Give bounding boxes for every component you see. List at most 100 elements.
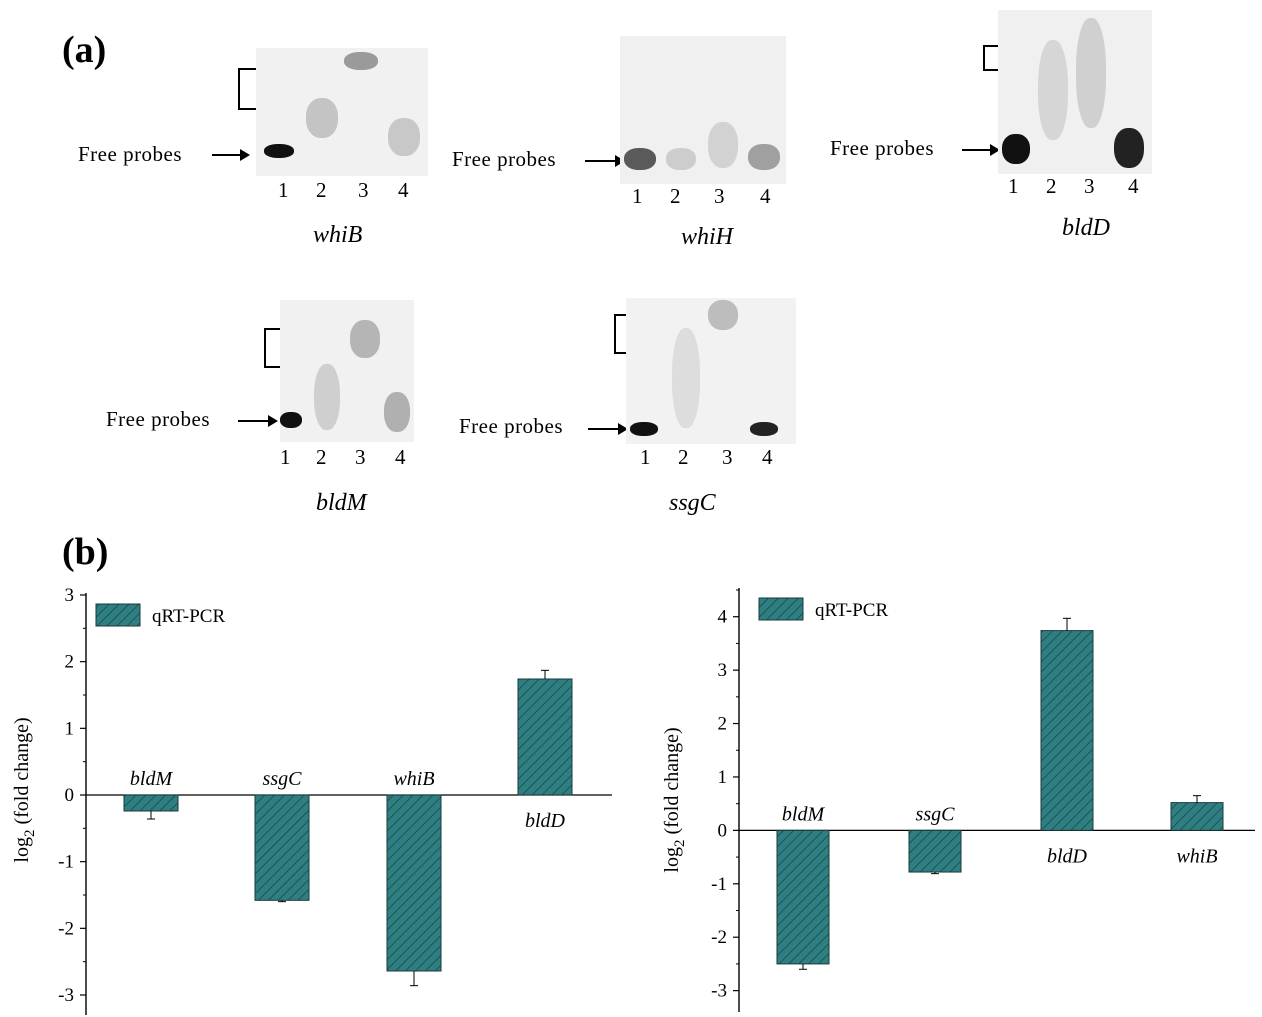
shift-bracket	[614, 314, 632, 354]
panel-b-label: (b)	[62, 531, 109, 573]
category-label: bldM	[130, 768, 174, 790]
bar	[254, 794, 310, 901]
legend-swatch	[758, 597, 804, 621]
gene-label: whiH	[681, 224, 734, 250]
gel-image	[620, 36, 786, 184]
free-probes-label: Free probes	[830, 136, 935, 160]
panel-a-label: (a)	[62, 29, 107, 71]
gene-label: bldM	[316, 490, 367, 516]
bar	[776, 829, 830, 965]
lane-number: 2	[1046, 174, 1057, 198]
lane-number: 4	[1128, 174, 1139, 198]
shift-bracket	[983, 45, 1003, 71]
lane-number: 3	[722, 445, 733, 469]
lane-number: 3	[355, 445, 366, 469]
bar	[386, 794, 442, 972]
free-probes-label: Free probes	[459, 414, 564, 438]
bar	[1170, 802, 1224, 831]
free-probe-band	[750, 422, 778, 436]
shifted-band	[384, 392, 410, 432]
y-tick-label: -1	[711, 874, 727, 895]
shifted-band	[708, 300, 738, 330]
category-label: ssgC	[916, 803, 956, 825]
free-probes-arrow	[962, 144, 1000, 156]
y-tick-label: 0	[65, 785, 75, 806]
free-probes-label: Free probes	[78, 142, 183, 166]
y-tick-label: 1	[65, 718, 75, 739]
lane-number: 3	[714, 184, 725, 208]
lane-number: 2	[316, 178, 327, 202]
legend-swatch	[95, 603, 141, 627]
y-tick-label: -3	[711, 981, 727, 1002]
lane-number: 2	[670, 184, 681, 208]
y-tick-label: -3	[58, 985, 74, 1006]
lane-number: 1	[1008, 174, 1019, 198]
y-tick-label: 1	[718, 767, 728, 788]
shifted-band	[666, 148, 696, 170]
free-probe-band	[280, 412, 302, 428]
category-label: bldD	[1047, 845, 1088, 867]
shifted-band	[314, 364, 340, 430]
shifted-band	[306, 98, 338, 138]
lane-number: 4	[398, 178, 409, 202]
category-label: bldM	[782, 803, 826, 825]
shifted-band	[748, 144, 780, 170]
bar	[908, 829, 962, 873]
lane-number: 3	[358, 178, 369, 202]
free-probe-band	[264, 144, 294, 158]
y-tick-label: -1	[58, 852, 74, 873]
category-label: whiB	[1176, 845, 1217, 867]
gel-image	[280, 300, 414, 442]
shift-bracket	[238, 68, 260, 110]
shifted-band	[350, 320, 380, 358]
free-probe-band	[624, 148, 656, 170]
gene-label: bldD	[1062, 215, 1110, 241]
y-tick-label: 2	[718, 714, 728, 735]
category-label: whiB	[393, 768, 434, 790]
gene-label: ssgC	[669, 490, 716, 516]
lane-number: 3	[1084, 174, 1095, 198]
category-label: bldD	[525, 810, 566, 832]
shifted-band	[1038, 40, 1068, 140]
free-probes-label: Free probes	[106, 407, 211, 431]
category-label: ssgC	[263, 768, 303, 790]
lane-number: 1	[632, 184, 643, 208]
bar	[123, 794, 179, 812]
lane-number: 2	[316, 445, 327, 469]
free-probe-band	[630, 422, 658, 436]
y-tick-label: 3	[718, 660, 728, 681]
shifted-band	[708, 122, 738, 168]
y-axis-label: log2 (fold change)	[661, 727, 688, 872]
lane-number: 1	[278, 178, 289, 202]
bar	[1040, 630, 1094, 831]
shifted-band	[1076, 18, 1106, 128]
free-probes-arrow	[588, 423, 628, 435]
lane-number: 4	[395, 445, 406, 469]
lane-number: 4	[760, 184, 771, 208]
lane-number: 1	[640, 445, 651, 469]
gene-label: whiB	[313, 222, 363, 248]
y-tick-label: -2	[58, 918, 74, 939]
free-probe-band	[1114, 128, 1144, 168]
y-tick-label: 4	[718, 607, 728, 628]
y-axis-label: log2 (fold change)	[11, 717, 38, 862]
lane-number: 4	[762, 445, 773, 469]
gel-image	[626, 298, 796, 444]
free-probes-label: Free probes	[452, 147, 557, 171]
shifted-band	[344, 52, 378, 70]
free-probes-arrow	[238, 415, 278, 427]
lane-number: 1	[280, 445, 291, 469]
gel-image	[256, 48, 428, 176]
free-probe-band	[1002, 134, 1030, 164]
shift-bracket	[264, 328, 282, 368]
shifted-band	[388, 118, 420, 156]
bar	[517, 678, 573, 796]
lane-number: 2	[678, 445, 689, 469]
y-tick-label: 3	[65, 585, 75, 606]
gel-image	[998, 10, 1152, 174]
legend-label: qRT-PCR	[815, 600, 888, 621]
shifted-band	[672, 328, 700, 428]
y-tick-label: 2	[65, 652, 75, 673]
y-tick-label: 0	[718, 820, 728, 841]
